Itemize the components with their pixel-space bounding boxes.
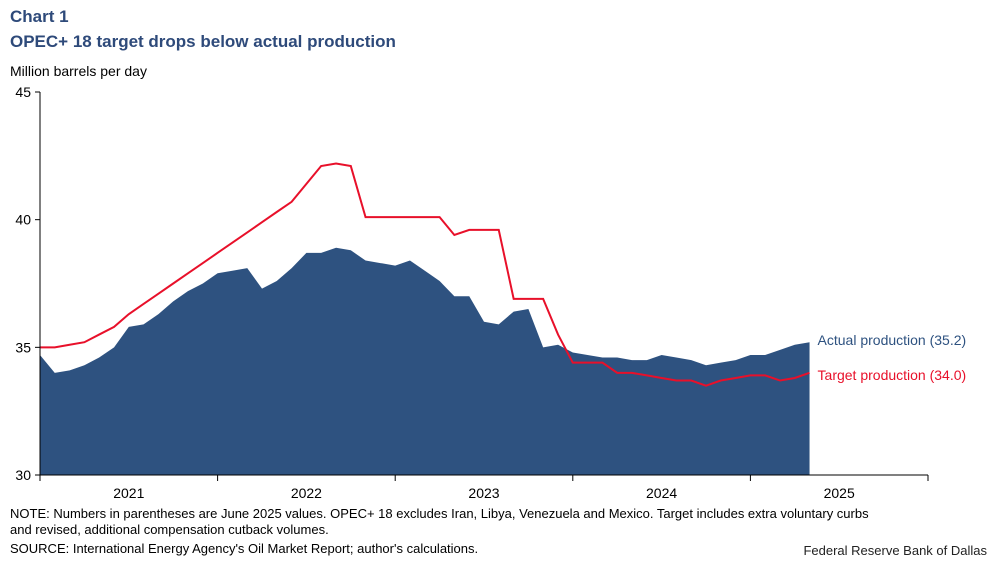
x-tick-label: 2021 [113,485,144,501]
y-tick-label: 35 [15,339,31,355]
series-label: Target production (34.0) [818,367,967,383]
area [40,247,810,475]
credit: Federal Reserve Bank of Dallas [803,543,987,558]
x-tick-label: 2022 [291,485,322,501]
y-tick-label: 40 [15,212,31,228]
series-label: Actual production (35.2) [818,332,967,348]
y-tick-label: 30 [15,467,31,483]
note: NOTE: Numbers in parentheses are June 20… [10,506,869,521]
line [40,162,810,387]
chart-title: OPEC+ 18 target drops below actual produ… [10,32,396,51]
note: and revised, additional compensation cut… [10,522,329,537]
x-tick-label: 2023 [468,485,499,501]
x-tick-label: 2024 [646,485,677,501]
y-axis-label: Million barrels per day [10,63,147,79]
source: SOURCE: International Energy Agency's Oi… [10,541,478,556]
x-tick-label: 2025 [824,485,855,501]
y-tick-label: 45 [15,84,31,100]
kicker: Chart 1 [10,7,69,26]
